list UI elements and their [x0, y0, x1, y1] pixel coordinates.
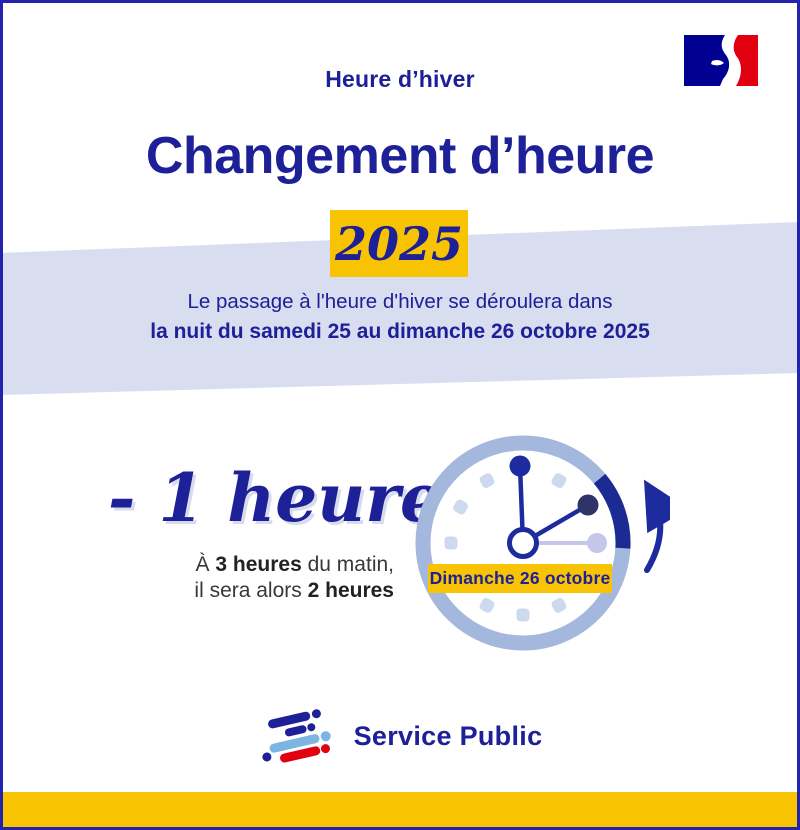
logo-dot	[306, 723, 315, 732]
footer-brand-row: Service Public	[0, 705, 800, 767]
detail-line-1: À 3 heures du matin,	[0, 552, 394, 578]
hand-twelve-dot	[509, 455, 531, 477]
logo-dot	[320, 731, 331, 742]
french-government-flag-icon	[684, 35, 758, 86]
page-title: Changement d’heure	[145, 127, 655, 185]
logo-bar-lightblue	[269, 734, 320, 753]
band-line-1: Le passage à l'heure d'hiver se dérouler…	[187, 290, 613, 313]
turn-back-arrow-icon	[643, 479, 670, 573]
marianne-silhouette	[720, 35, 742, 86]
logo-bar-navy-short	[284, 725, 307, 737]
clock-tick	[444, 536, 458, 550]
band-line-2: la nuit du samedi 25 au dimanche 26 octo…	[150, 320, 650, 343]
bottom-accent-bar	[0, 792, 800, 827]
logo-dot	[261, 752, 271, 762]
year-label: 2025	[334, 216, 464, 271]
date-badge: Dimanche 26 octobre	[428, 564, 612, 593]
detail-new-time: 2 heures	[307, 579, 394, 602]
detail-old-time: 3 heures	[215, 553, 302, 576]
offset-detail: À 3 heures du matin, il sera alors 2 heu…	[0, 552, 394, 604]
clock-turn-back-arc	[593, 473, 631, 549]
clock-tick	[479, 597, 495, 613]
marianne-detail	[711, 59, 724, 66]
detail-line-2: il sera alors 2 heures	[0, 578, 394, 604]
clock-tick	[551, 597, 567, 613]
detail-text: À	[195, 553, 216, 576]
logo-dot	[320, 744, 330, 754]
logo-bar-navy	[267, 711, 310, 729]
clock-tick	[479, 473, 495, 489]
flag-blue-block	[684, 35, 729, 86]
kicker-heure-dhiver: Heure d’hiver	[325, 66, 475, 92]
clock-tick	[453, 499, 469, 515]
clock-tick	[516, 608, 530, 622]
brand-name: Service Public	[353, 720, 543, 751]
clock-illustration	[415, 435, 670, 651]
clock-tick	[551, 473, 567, 489]
logo-bar-red	[279, 746, 320, 763]
hand-three-dot	[587, 533, 607, 553]
year-highlight-box: 2025	[330, 210, 468, 277]
logo-dot	[311, 709, 321, 719]
detail-text: du matin,	[301, 553, 394, 576]
hand-two-dot	[577, 494, 599, 516]
service-public-logo-icon	[261, 709, 331, 763]
clock-center	[507, 527, 539, 559]
clock-hands	[507, 455, 607, 559]
detail-text: il sera alors	[194, 579, 308, 602]
offset-amount: - 1 heure	[108, 459, 442, 537]
